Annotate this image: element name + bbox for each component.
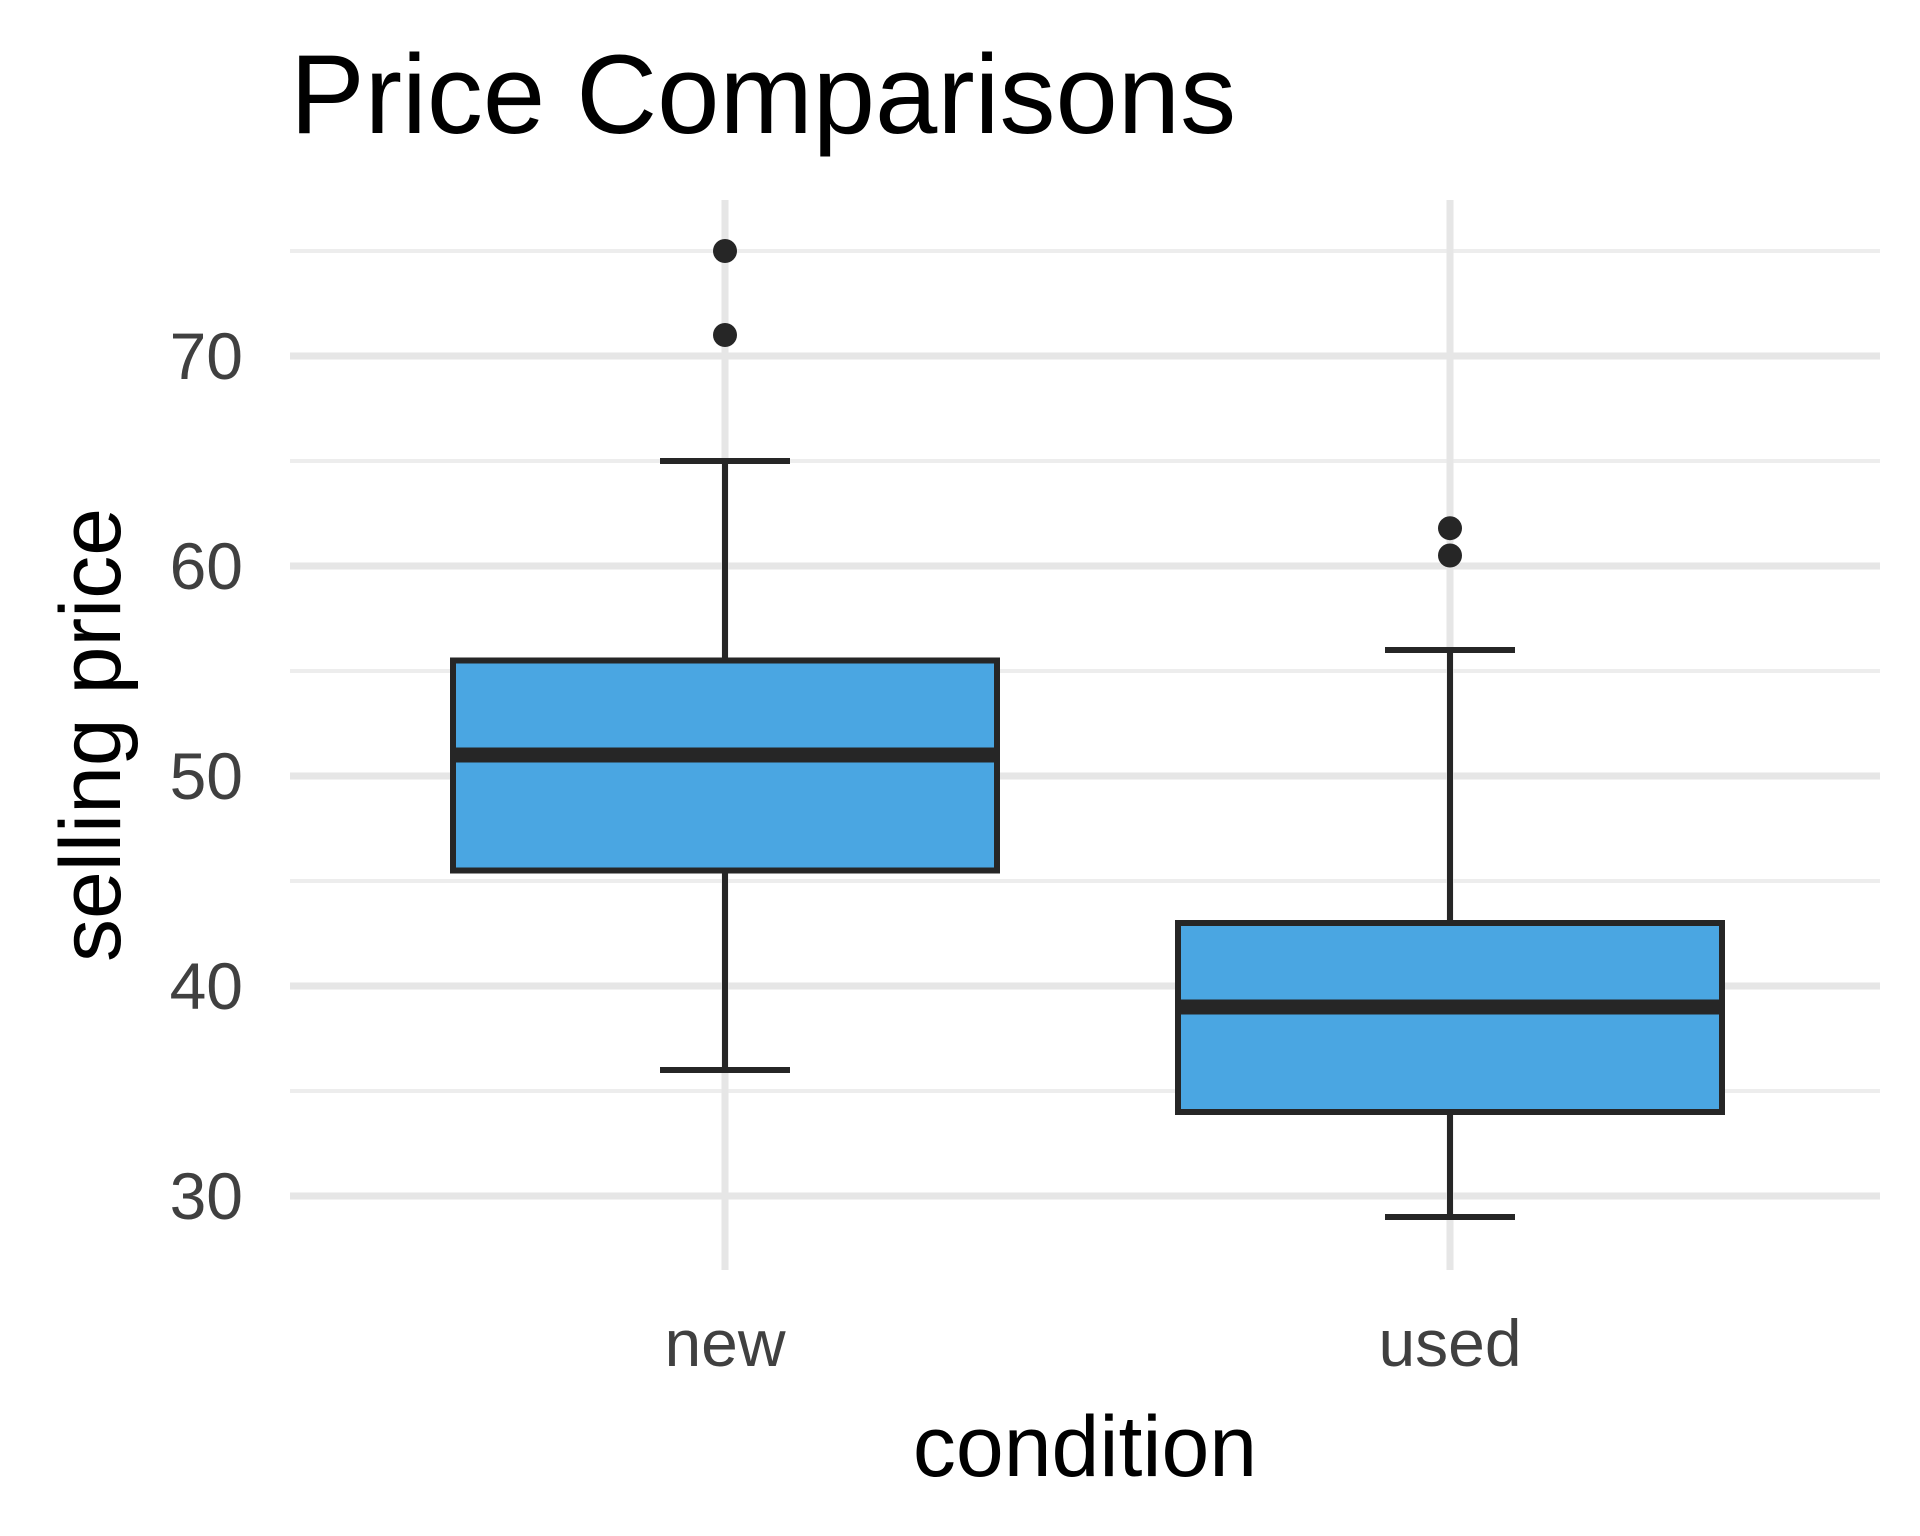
outlier-point (713, 323, 737, 347)
iqr-box (450, 657, 1000, 874)
y-tick-label: 50 (170, 739, 243, 813)
box-series (450, 239, 1725, 1220)
outlier-point (713, 239, 737, 263)
y-axis-title: selling price (43, 508, 139, 962)
y-tick-label: 30 (170, 1159, 243, 1233)
box-used (1175, 516, 1725, 1220)
x-tick-label: new (664, 1306, 785, 1380)
iqr-box (1175, 920, 1725, 1115)
chart-title: Price Comparisons (290, 32, 1236, 157)
y-tick-label: 70 (170, 319, 243, 393)
y-tick-label: 40 (170, 949, 243, 1023)
outlier-point (1438, 516, 1462, 541)
tick-labels: 30 40 50 60 70 new used (170, 319, 1522, 1380)
x-tick-label: used (1378, 1306, 1521, 1380)
y-tick-label: 60 (170, 529, 243, 603)
outlier-point (1438, 543, 1462, 568)
x-axis-title: condition (913, 1399, 1257, 1495)
box-new (450, 239, 1000, 1073)
